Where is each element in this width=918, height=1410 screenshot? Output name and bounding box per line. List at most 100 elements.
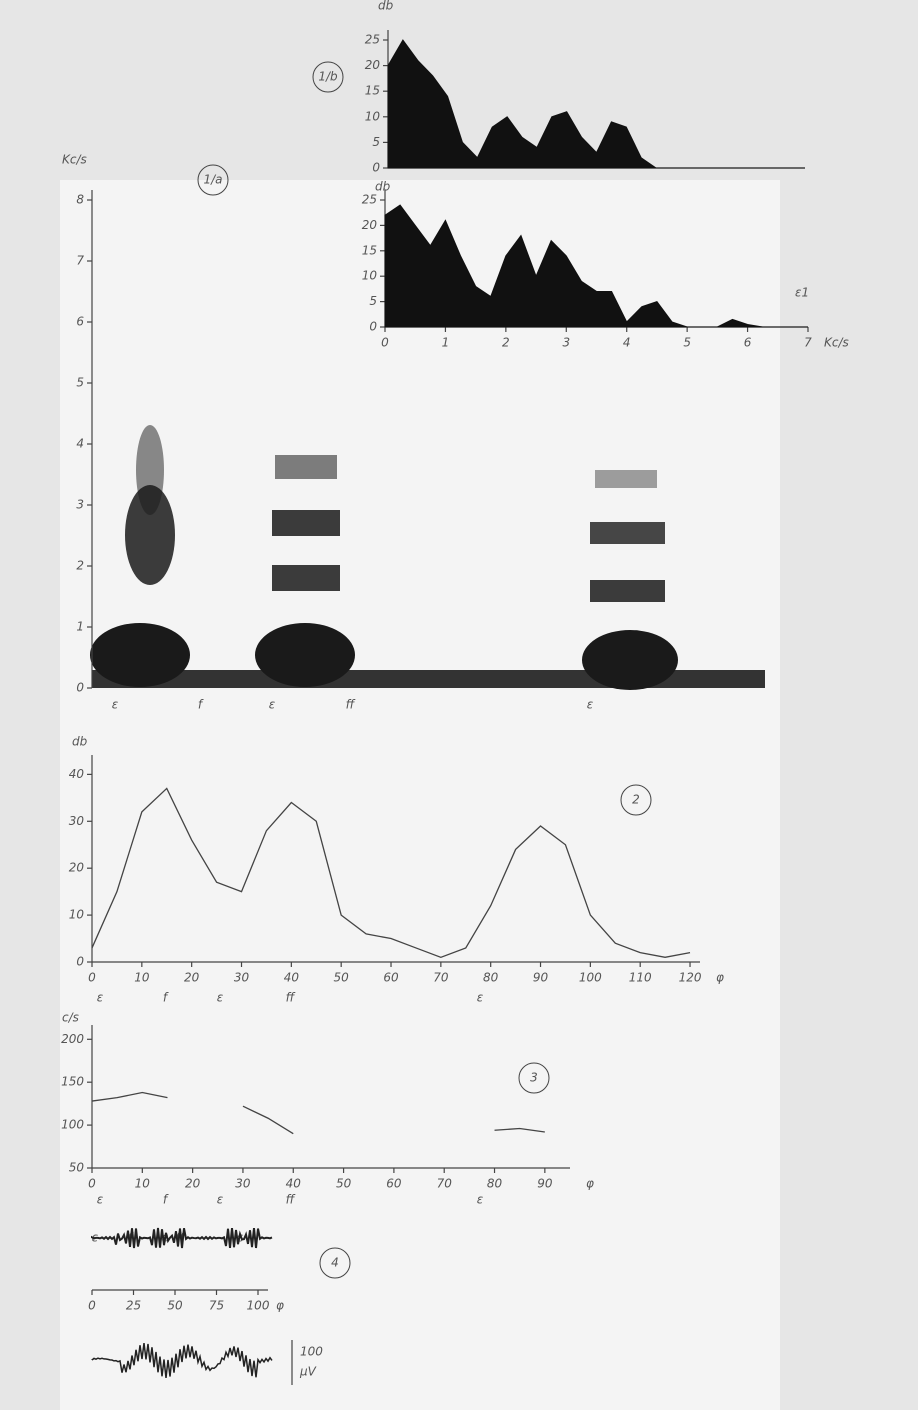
- y-axis-label: db: [378, 0, 394, 13]
- segment-label: ε: [477, 1193, 484, 1207]
- y-tick-label: 4: [76, 437, 84, 451]
- x-tick-label: 20: [185, 1177, 201, 1191]
- x-tick-label: 60: [386, 1177, 402, 1191]
- y-tick-label: 20: [69, 861, 85, 875]
- y-tick-label: 15: [365, 84, 380, 98]
- spectrogram-blobs: [90, 425, 765, 690]
- y-axis-label: Kc/s: [62, 153, 87, 167]
- x-tick-label: 50: [167, 1299, 183, 1313]
- x-tick-label: 7: [804, 336, 812, 350]
- x-tick-label: 110: [629, 971, 652, 985]
- segment-label: ff: [346, 698, 356, 712]
- panel-label: 3: [530, 1071, 538, 1085]
- y-tick-label: 2: [76, 559, 84, 573]
- y-tick-label: 3: [76, 498, 84, 512]
- segment-label: f: [163, 1193, 169, 1207]
- segment-label: ε: [97, 991, 104, 1005]
- panel-label: 1/b: [318, 70, 338, 84]
- x-tick-label: 100: [247, 1299, 270, 1313]
- panel-label: 2: [632, 793, 640, 807]
- x-tick-label: 80: [487, 1177, 503, 1191]
- segment-label: ε: [587, 698, 594, 712]
- segment-label: ε: [217, 1193, 224, 1207]
- x-tick-label: 2: [502, 336, 510, 350]
- x-tick-label: 0: [381, 336, 389, 350]
- x-tick-label: 20: [184, 971, 200, 985]
- panel-label: 1/a: [203, 173, 222, 187]
- x-tick-label: 10: [134, 971, 150, 985]
- y-tick-label: 6: [76, 315, 84, 329]
- y-axis-label: db: [72, 735, 88, 749]
- segment-label: ε: [269, 698, 276, 712]
- y-tick-label: 20: [362, 218, 378, 232]
- segment-label: ε: [97, 1193, 104, 1207]
- x-tick-label: 70: [437, 1177, 453, 1191]
- x-axis-label: φ: [586, 1177, 594, 1191]
- scale-unit: µV: [299, 1365, 317, 1379]
- emg-trace: [91, 1343, 273, 1378]
- y-tick-label: 1: [76, 620, 84, 634]
- y-tick-label: 10: [365, 109, 381, 123]
- spectrum-area: [384, 204, 808, 328]
- y-tick-label: 5: [369, 294, 377, 308]
- x-tick-label: 4: [623, 336, 631, 350]
- y-axis-label: db: [375, 180, 391, 194]
- x-tick-label: 3: [562, 336, 570, 350]
- x-tick-label: 0: [88, 1177, 96, 1191]
- panel-label: 4: [331, 1256, 339, 1270]
- y-tick-label: 0: [369, 320, 377, 334]
- panel-markers: [197, 61, 652, 1279]
- segment-label: ff: [286, 991, 296, 1005]
- note: ε1: [795, 286, 809, 300]
- x-tick-label: 40: [286, 1177, 302, 1191]
- scale-label: 100: [300, 1345, 323, 1359]
- line: [91, 787, 691, 959]
- y-tick-label: 25: [365, 33, 380, 47]
- y-tick-label: 200: [61, 1032, 84, 1046]
- x-axis-label: φ: [276, 1299, 284, 1313]
- y-tick-label: 50: [69, 1161, 85, 1175]
- x-tick-label: 40: [284, 971, 300, 985]
- y-tick-label: 0: [76, 681, 84, 695]
- x-tick-label: 80: [483, 971, 499, 985]
- x-tick-label: 5: [683, 336, 691, 350]
- audio-trace: [91, 1227, 273, 1249]
- x-tick-label: 60: [383, 971, 399, 985]
- x-tick-label: 30: [234, 971, 250, 985]
- y-tick-label: 40: [69, 767, 85, 781]
- x-axis-label: φ: [716, 971, 724, 985]
- y-tick-label: 10: [69, 908, 85, 922]
- x-tick-label: 25: [126, 1299, 141, 1313]
- x-tick-label: 6: [744, 336, 752, 350]
- x-tick-label: 90: [537, 1177, 553, 1191]
- paper: [60, 180, 780, 1410]
- y-tick-label: 5: [76, 376, 84, 390]
- x-tick-label: 120: [679, 971, 702, 985]
- segment-label: ff: [286, 1193, 296, 1207]
- segment-label: f: [198, 698, 204, 712]
- y-tick-label: 0: [76, 955, 84, 969]
- x-tick-label: 100: [579, 971, 602, 985]
- y-tick-label: 0: [372, 161, 380, 175]
- x-tick-label: 50: [336, 1177, 352, 1191]
- x-tick-label: 10: [135, 1177, 151, 1191]
- y-tick-label: 100: [61, 1118, 84, 1132]
- x-tick-label: 70: [433, 971, 449, 985]
- y-tick-label: 15: [362, 243, 377, 257]
- y-tick-label: 10: [362, 269, 378, 283]
- x-tick-label: 0: [88, 971, 96, 985]
- x-tick-label: 30: [235, 1177, 251, 1191]
- y-tick-label: 5: [372, 135, 380, 149]
- y-tick-label: 8: [76, 193, 84, 207]
- y-tick-label: 7: [76, 254, 84, 268]
- segment-label: ε: [112, 698, 119, 712]
- segment-label: ε: [217, 991, 224, 1005]
- x-tick-label: 1: [442, 336, 450, 350]
- spectrum-area: [387, 39, 805, 169]
- x-tick-label: 0: [88, 1299, 96, 1313]
- y-tick-label: 30: [69, 814, 85, 828]
- segment-label: f: [163, 991, 169, 1005]
- x-tick-label: 90: [533, 971, 549, 985]
- x-axis-label: Kc/s: [824, 336, 849, 350]
